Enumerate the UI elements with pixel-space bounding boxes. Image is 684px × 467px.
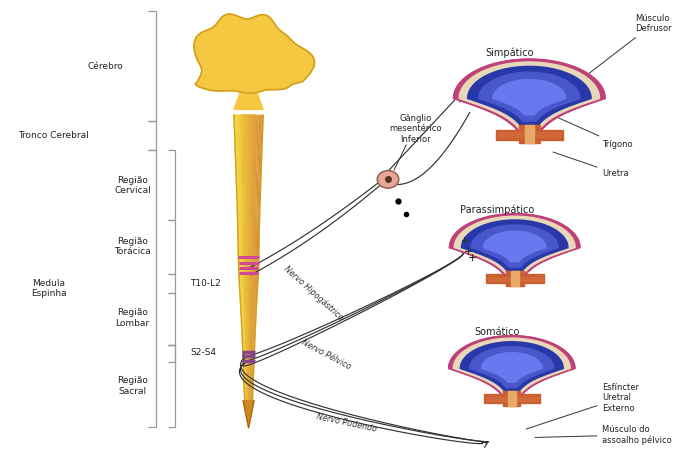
Polygon shape bbox=[213, 32, 291, 84]
Polygon shape bbox=[497, 133, 561, 137]
Polygon shape bbox=[241, 115, 256, 401]
Text: T10-L2: T10-L2 bbox=[190, 279, 221, 288]
Text: Trígono: Trígono bbox=[546, 112, 633, 149]
Polygon shape bbox=[486, 275, 544, 283]
Polygon shape bbox=[496, 129, 563, 140]
Polygon shape bbox=[482, 353, 542, 382]
Polygon shape bbox=[486, 397, 538, 401]
Polygon shape bbox=[503, 391, 521, 406]
Polygon shape bbox=[250, 115, 256, 401]
Text: Nervo Hipogástrico: Nervo Hipogástrico bbox=[282, 264, 345, 322]
Polygon shape bbox=[234, 115, 245, 401]
Text: Tronco Cerebral: Tronco Cerebral bbox=[18, 131, 89, 140]
Polygon shape bbox=[234, 115, 263, 401]
Text: Cérebro: Cérebro bbox=[88, 62, 123, 71]
Polygon shape bbox=[468, 66, 591, 126]
Polygon shape bbox=[202, 22, 304, 89]
Text: Músculo do
assoalho pélvico: Músculo do assoalho pélvico bbox=[535, 425, 672, 445]
Polygon shape bbox=[519, 125, 540, 143]
Polygon shape bbox=[249, 115, 252, 401]
Polygon shape bbox=[237, 115, 246, 401]
Ellipse shape bbox=[378, 170, 399, 188]
Polygon shape bbox=[460, 342, 563, 392]
Polygon shape bbox=[238, 115, 246, 401]
Polygon shape bbox=[243, 115, 248, 401]
Text: Região
Sacral: Região Sacral bbox=[117, 376, 148, 396]
Text: Uretra: Uretra bbox=[553, 152, 629, 178]
Polygon shape bbox=[488, 277, 542, 281]
Polygon shape bbox=[194, 14, 315, 93]
Polygon shape bbox=[470, 347, 554, 388]
Polygon shape bbox=[235, 115, 246, 401]
Polygon shape bbox=[194, 14, 315, 93]
Polygon shape bbox=[479, 72, 580, 121]
Text: Esfíncter
Uretral
Externo: Esfíncter Uretral Externo bbox=[526, 383, 640, 429]
Polygon shape bbox=[484, 395, 540, 403]
Polygon shape bbox=[251, 115, 259, 401]
Polygon shape bbox=[511, 271, 518, 286]
Polygon shape bbox=[240, 115, 247, 401]
Polygon shape bbox=[252, 115, 263, 401]
Text: Medula
Espinha: Medula Espinha bbox=[31, 279, 66, 298]
Text: Região
Cervical: Região Cervical bbox=[114, 176, 151, 195]
Polygon shape bbox=[453, 338, 570, 395]
Text: Gânglio
mesentérico
Inferior: Gânglio mesentérico Inferior bbox=[389, 114, 442, 144]
Polygon shape bbox=[250, 115, 253, 401]
Polygon shape bbox=[250, 115, 257, 401]
Polygon shape bbox=[493, 79, 566, 115]
Polygon shape bbox=[449, 336, 575, 397]
Polygon shape bbox=[252, 115, 262, 401]
Polygon shape bbox=[251, 115, 261, 401]
Polygon shape bbox=[459, 62, 599, 130]
Text: Parassimpático: Parassimpático bbox=[460, 205, 534, 215]
Text: Nervo Pudendo: Nervo Pudendo bbox=[315, 412, 377, 434]
Polygon shape bbox=[506, 271, 523, 286]
Polygon shape bbox=[247, 115, 248, 401]
Polygon shape bbox=[248, 115, 250, 401]
Polygon shape bbox=[234, 80, 263, 109]
Text: Região
Lombar: Região Lombar bbox=[116, 308, 150, 327]
Polygon shape bbox=[243, 401, 254, 428]
Text: S2-S4: S2-S4 bbox=[190, 348, 216, 357]
Polygon shape bbox=[241, 115, 247, 401]
Polygon shape bbox=[449, 214, 580, 277]
Text: Músculo
Defrusor: Músculo Defrusor bbox=[584, 14, 672, 77]
Polygon shape bbox=[250, 115, 254, 401]
Text: Região
Torácica: Região Torácica bbox=[114, 237, 151, 256]
Text: Somático: Somático bbox=[475, 327, 520, 337]
Text: Simpático: Simpático bbox=[486, 48, 534, 58]
Polygon shape bbox=[453, 59, 605, 133]
Polygon shape bbox=[244, 115, 248, 401]
Polygon shape bbox=[246, 115, 248, 401]
Polygon shape bbox=[462, 220, 568, 272]
Polygon shape bbox=[471, 225, 558, 267]
Polygon shape bbox=[484, 231, 546, 262]
Polygon shape bbox=[454, 216, 575, 275]
Polygon shape bbox=[525, 125, 534, 143]
Text: Nervo Pélvico: Nervo Pélvico bbox=[300, 338, 353, 372]
Polygon shape bbox=[508, 391, 516, 406]
